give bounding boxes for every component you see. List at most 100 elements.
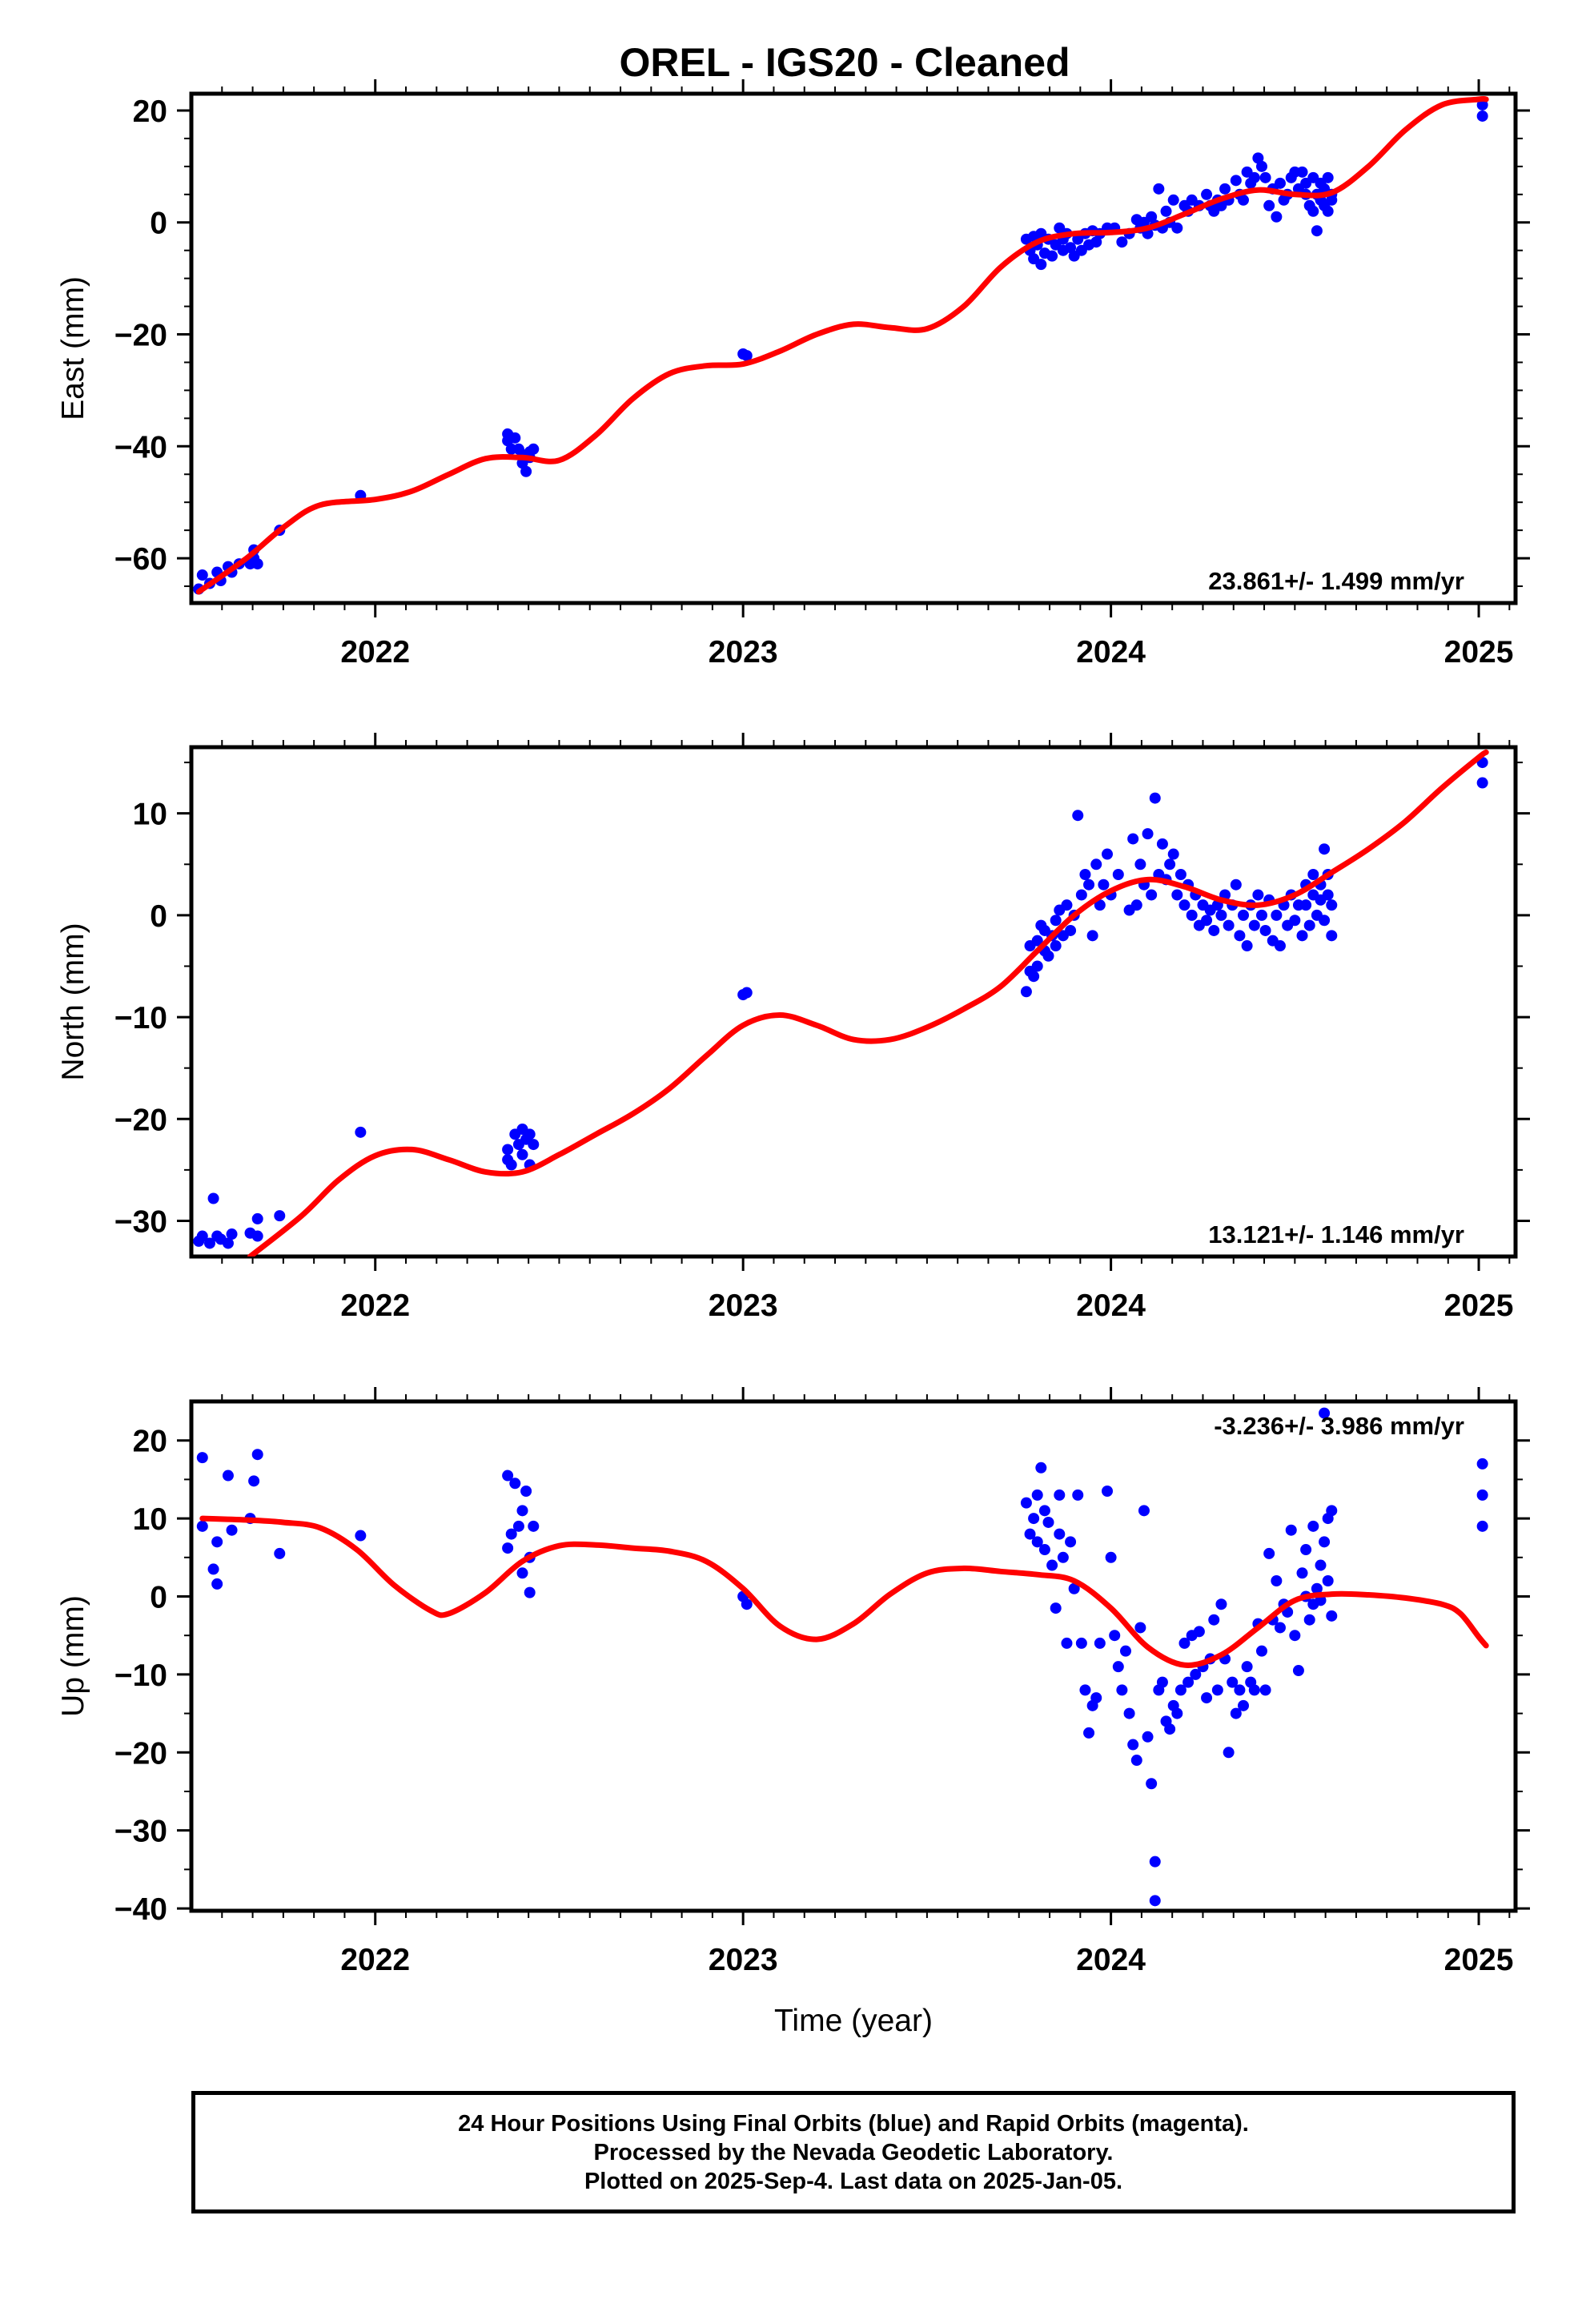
north-data-point — [1050, 940, 1062, 952]
north-data-point — [1075, 889, 1087, 901]
up-data-point — [1274, 1622, 1286, 1634]
east-data-point — [1322, 171, 1334, 183]
north-data-point — [1020, 986, 1032, 998]
north-data-points — [193, 757, 1488, 1249]
up-data-point — [1123, 1707, 1135, 1719]
up-model-curve — [199, 1515, 1489, 1668]
up-data-point — [1201, 1692, 1213, 1704]
north-data-point — [1167, 848, 1179, 860]
up-data-point — [1050, 1602, 1062, 1614]
north-data-point — [1230, 879, 1242, 891]
up-data-point — [196, 1520, 208, 1532]
east-model-curve — [195, 95, 1489, 595]
north-data-point — [528, 1139, 540, 1151]
north-data-point — [1031, 935, 1043, 947]
north-data-point — [1271, 909, 1283, 921]
up-y-tick-label: 20 — [133, 1425, 167, 1459]
north-data-point — [1072, 810, 1084, 822]
up-x-tick-label: 2023 — [709, 1943, 778, 1977]
up-data-point — [1178, 1637, 1191, 1649]
north-data-point — [203, 1237, 215, 1249]
up-data-point — [1090, 1692, 1102, 1704]
up-data-point — [1072, 1489, 1084, 1501]
north-y-tick-label: −10 — [114, 1001, 167, 1035]
east-y-tick-label: −40 — [114, 430, 167, 464]
up-data-point — [1255, 1645, 1267, 1657]
north-data-point — [1031, 960, 1043, 972]
up-data-point — [1234, 1684, 1246, 1696]
up-data-point — [355, 1530, 367, 1542]
east-data-point — [1476, 99, 1488, 111]
up-data-point — [1303, 1614, 1315, 1626]
up-rate-label: -3.236+/- 3.986 mm/yr — [1214, 1412, 1464, 1440]
up-data-point — [1061, 1637, 1073, 1649]
north-data-point — [222, 1237, 234, 1249]
up-data-point — [502, 1542, 514, 1554]
east-data-point — [1252, 152, 1264, 164]
up-data-point — [211, 1536, 223, 1548]
east-data-point — [1326, 194, 1338, 206]
up-data-point — [1138, 1505, 1150, 1517]
north-data-point — [1307, 869, 1319, 880]
up-data-point — [1292, 1665, 1304, 1677]
up-data-point — [274, 1547, 286, 1559]
north-data-point — [1259, 924, 1271, 936]
east-panel: 2022 2023 2024 2025 20 0 −20 −40 −60 East (mm) 23.… — [56, 79, 1530, 669]
up-data-point — [1285, 1524, 1297, 1536]
north-panel: 2022 2023 2024 2025 10 0 −10 −20 −30 North (mm) 13… — [56, 733, 1530, 1323]
up-plot-frame — [189, 1399, 1518, 1913]
up-data-point — [1208, 1614, 1220, 1626]
north-data-point — [741, 987, 753, 999]
chart-title: OREL - IGS20 - Cleaned — [619, 40, 1070, 85]
north-data-point — [1134, 858, 1146, 870]
up-data-point — [1149, 1856, 1161, 1868]
up-data-point — [1476, 1520, 1488, 1532]
up-data-point — [1193, 1626, 1205, 1638]
up-data-point — [1094, 1637, 1106, 1649]
north-data-point — [516, 1148, 528, 1160]
north-data-point — [1083, 879, 1095, 891]
up-data-point — [1164, 1723, 1176, 1735]
east-data-point — [1201, 188, 1213, 200]
up-data-point — [1227, 1676, 1239, 1688]
up-data-point — [1079, 1684, 1091, 1696]
east-data-point — [1255, 160, 1267, 172]
up-data-point — [1112, 1661, 1124, 1673]
east-data-point — [1238, 194, 1250, 206]
north-data-point — [1065, 924, 1077, 936]
east-data-point — [1248, 171, 1260, 183]
east-y-tick-label: 0 — [150, 207, 167, 241]
north-data-point — [1248, 919, 1260, 931]
east-data-point — [1146, 211, 1158, 223]
up-data-point — [1263, 1547, 1275, 1559]
up-data-point — [1042, 1516, 1054, 1528]
up-data-point — [1031, 1536, 1043, 1548]
north-data-point — [1102, 848, 1114, 860]
north-data-point — [1050, 915, 1062, 927]
up-data-point — [1065, 1536, 1077, 1548]
east-data-point — [1171, 222, 1183, 234]
north-data-point — [226, 1228, 238, 1240]
up-data-point — [1130, 1755, 1142, 1767]
up-data-point — [1116, 1684, 1128, 1696]
east-data-point — [741, 350, 753, 362]
north-data-point — [1130, 899, 1142, 911]
east-data-point — [509, 432, 521, 444]
north-data-point — [1178, 899, 1191, 911]
up-data-point — [1211, 1684, 1223, 1696]
north-data-point — [196, 1230, 208, 1242]
up-data-point — [1296, 1567, 1308, 1579]
up-data-point — [1054, 1528, 1066, 1540]
north-data-point — [1300, 899, 1312, 911]
east-x-tick-label: 2022 — [340, 635, 410, 669]
east-data-point — [1476, 110, 1488, 122]
north-data-point — [1289, 915, 1301, 927]
north-y-tick-label: −30 — [114, 1204, 167, 1239]
north-data-point — [274, 1210, 286, 1222]
up-data-point — [1046, 1559, 1058, 1571]
up-data-point — [1182, 1676, 1195, 1688]
up-data-point — [516, 1505, 528, 1517]
east-x-tick-label: 2023 — [709, 635, 778, 669]
up-data-point — [1119, 1645, 1131, 1657]
up-data-point — [1326, 1505, 1338, 1517]
